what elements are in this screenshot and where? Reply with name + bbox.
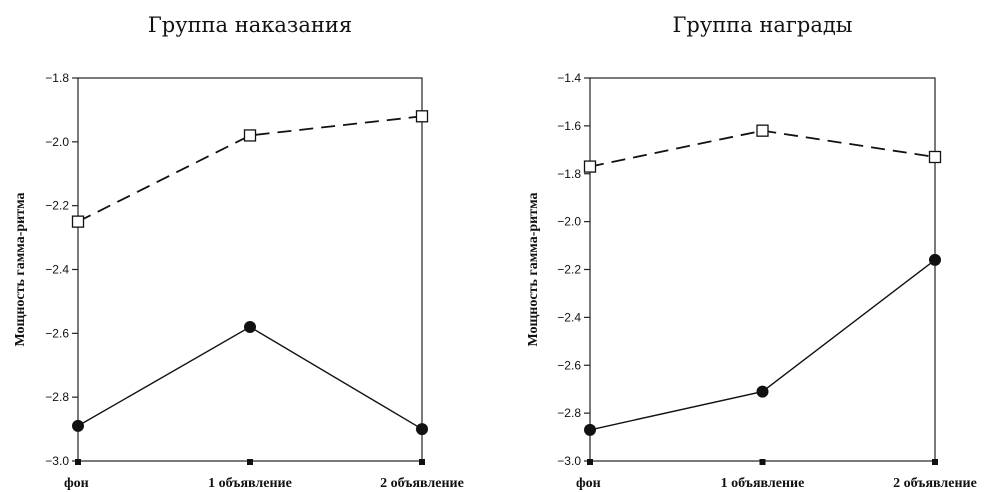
x-tick <box>75 459 81 465</box>
y-tick-label: −3.0 <box>557 454 581 468</box>
y-tick-label: −2.0 <box>557 215 581 229</box>
series-line-solid <box>589 259 936 431</box>
x-tick-label: фон <box>64 476 89 491</box>
x-tick <box>932 459 938 465</box>
x-tick <box>759 459 766 465</box>
x-tick <box>587 459 593 465</box>
data-point-circle <box>416 423 428 436</box>
data-point-circle <box>929 253 941 266</box>
y-tick-label: −1.4 <box>557 71 581 85</box>
y-tick-label: −2.2 <box>557 263 581 277</box>
y-tick-label: −1.6 <box>557 119 581 133</box>
data-point-circle <box>72 419 84 432</box>
series-line-solid <box>77 326 423 430</box>
chart-punishment-group: Группа наказания Мощность гамма-ритма −1… <box>13 13 464 491</box>
y-tick-label: −2.4 <box>557 310 581 324</box>
chart-reward-group: Группа награды Мощность гамма-ритма −1.4… <box>526 13 977 491</box>
data-point-circle <box>756 385 769 398</box>
data-point-square <box>756 124 769 137</box>
chart-title: Группа наказания <box>148 13 352 37</box>
x-tick <box>419 459 425 465</box>
data-point-square <box>928 150 942 164</box>
data-point-circle <box>584 423 596 436</box>
data-point-square <box>243 129 257 142</box>
y-tick-label: −2.6 <box>45 326 69 340</box>
y-tick-label: −1.8 <box>45 71 69 85</box>
x-tick <box>247 459 253 465</box>
x-tick-label: 2 объявление <box>893 476 977 491</box>
data-point-square <box>583 160 597 173</box>
x-tick-label: 1 объявление <box>721 476 805 491</box>
y-axis-label: Мощность гамма-ритма <box>526 192 541 346</box>
x-tick-label: фон <box>576 476 601 491</box>
data-point-square <box>71 215 85 228</box>
y-tick-label: −2.4 <box>45 263 69 277</box>
y-tick-label: −3.0 <box>45 454 69 468</box>
data-point-square <box>415 110 429 123</box>
y-tick-label: −2.0 <box>45 135 69 149</box>
y-tick-label: −2.8 <box>557 406 581 420</box>
y-tick-label: −1.8 <box>557 167 581 181</box>
y-tick-label: −2.6 <box>557 358 581 372</box>
x-tick-label: 2 объявление <box>380 476 464 491</box>
x-tick-label: 1 объявление <box>208 476 292 491</box>
data-point-circle <box>244 320 256 333</box>
y-axis-label: Мощность гамма-ритма <box>13 192 28 346</box>
y-tick-label: −2.2 <box>45 199 69 213</box>
chart-title: Группа награды <box>672 13 852 37</box>
y-tick-label: −2.8 <box>45 390 69 404</box>
